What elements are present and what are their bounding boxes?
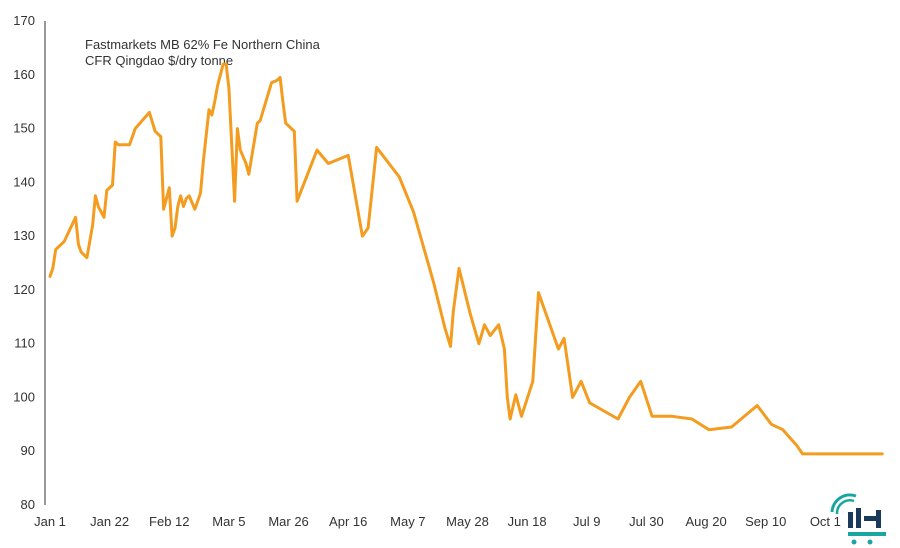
y-tick-label: 140 [13,174,35,189]
y-tick-label: 170 [13,13,35,28]
y-tick-label: 80 [21,497,35,512]
y-tick-label: 100 [13,389,35,404]
x-tick-label: Feb 12 [149,514,189,529]
x-tick-label: Sep 10 [745,514,786,529]
x-tick-label: Jul 9 [573,514,600,529]
x-tick-label: Jan 22 [90,514,129,529]
x-tick-label: Apr 16 [329,514,367,529]
y-tick-label: 150 [13,121,35,136]
y-tick-label: 120 [13,282,35,297]
x-tick-label: May 7 [390,514,425,529]
chart-title: Fastmarkets MB 62% Fe Northern China [85,37,320,52]
x-tick-label: Mar 26 [268,514,308,529]
x-tick-label: Oct 1 [810,514,841,529]
series-line [48,62,884,456]
x-tick-label: Jun 18 [508,514,547,529]
x-tick-label: Aug 20 [685,514,726,529]
x-tick-label: May 28 [446,514,489,529]
x-tick-label: Jan 1 [34,514,66,529]
x-tick-label: Jul 30 [629,514,664,529]
y-tick-label: 110 [14,336,35,351]
x-tick-label: Mar 5 [212,514,245,529]
logo-icon [830,493,886,545]
y-tick-label: 160 [13,67,35,82]
y-tick-label: 130 [13,228,35,243]
chart-subtitle: CFR Qingdao $/dry tonne [85,53,234,68]
y-tick-label: 90 [21,443,35,458]
